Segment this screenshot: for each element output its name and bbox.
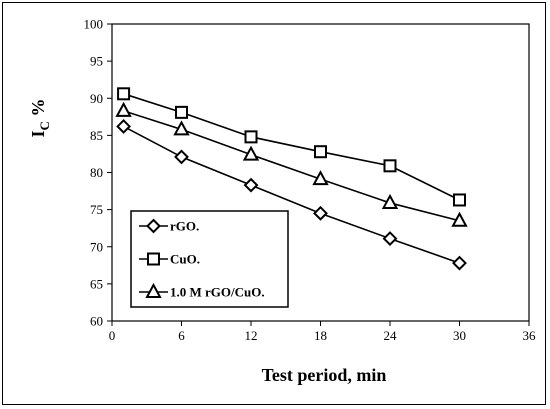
- data-point-triangle: [173, 120, 190, 136]
- legend-label: rGO.: [170, 219, 199, 234]
- x-tick-label: 24: [384, 328, 398, 343]
- data-point-diamond: [452, 255, 467, 271]
- y-tick-label: 100: [84, 17, 104, 32]
- series-group: [115, 87, 468, 271]
- series-line: [123, 110, 460, 222]
- legend-marker-diamond: [146, 218, 161, 234]
- x-axis-ticks: 0 6 12 18 24 30 36: [109, 321, 536, 343]
- legend-marker-square: [147, 252, 160, 266]
- legend-marker-triangle: [145, 282, 162, 298]
- y-axis-title: IC %: [28, 99, 52, 138]
- legend-item: CuO.: [139, 252, 200, 267]
- data-point-diamond: [174, 149, 189, 165]
- data-point-square: [117, 87, 131, 101]
- y-tick-label: 80: [90, 165, 103, 180]
- x-tick-label: 36: [523, 328, 537, 343]
- x-tick-label: 12: [245, 328, 258, 343]
- x-tick-label: 18: [314, 328, 327, 343]
- legend-label: 1.0 M rGO/CuO.: [170, 285, 265, 300]
- y-tick-label: 70: [90, 239, 103, 254]
- series-triangle: [115, 101, 468, 227]
- series-line: [123, 93, 460, 201]
- x-tick-label: 0: [109, 328, 116, 343]
- y-tick-label: 75: [90, 202, 103, 217]
- data-point-square: [453, 193, 466, 207]
- y-tick-label: 85: [90, 128, 103, 143]
- data-point-diamond: [313, 205, 328, 221]
- data-point-square: [383, 159, 397, 173]
- y-axis-title-suffix: %: [28, 99, 48, 122]
- data-point-diamond: [116, 119, 131, 134]
- data-point-square: [244, 130, 258, 144]
- data-point-diamond: [382, 231, 398, 246]
- x-tick-label: 6: [178, 328, 185, 343]
- y-tick-label: 95: [90, 54, 103, 69]
- data-point-triangle: [312, 170, 329, 186]
- y-axis-title-main: I: [28, 130, 48, 137]
- legend-item: rGO.: [139, 219, 199, 234]
- data-point-triangle: [451, 211, 468, 227]
- y-axis-ticks: 60 65 70 75 80 85 90 95 100: [84, 17, 112, 329]
- x-axis-title: Test period, min: [262, 365, 387, 385]
- data-point-triangle: [381, 193, 399, 209]
- data-point-diamond: [243, 177, 259, 193]
- legend-item: 1.0 M rGO/CuO.: [139, 282, 265, 300]
- legend: rGO. CuO. 1.0 M rGO/CuO.: [130, 210, 289, 308]
- data-point-square: [314, 145, 327, 159]
- x-tick-label: 30: [453, 328, 466, 343]
- y-axis-title-sub: C: [37, 121, 52, 130]
- data-point-square: [175, 105, 188, 119]
- y-tick-label: 60: [90, 314, 103, 329]
- series-line: [123, 125, 460, 264]
- y-tick-label: 65: [90, 276, 103, 291]
- legend-label: CuO.: [170, 252, 200, 267]
- y-tick-label: 90: [90, 91, 103, 106]
- series-diamond: [116, 119, 467, 271]
- data-point-triangle: [242, 145, 260, 161]
- data-point-triangle: [115, 101, 132, 117]
- series-square: [117, 87, 466, 207]
